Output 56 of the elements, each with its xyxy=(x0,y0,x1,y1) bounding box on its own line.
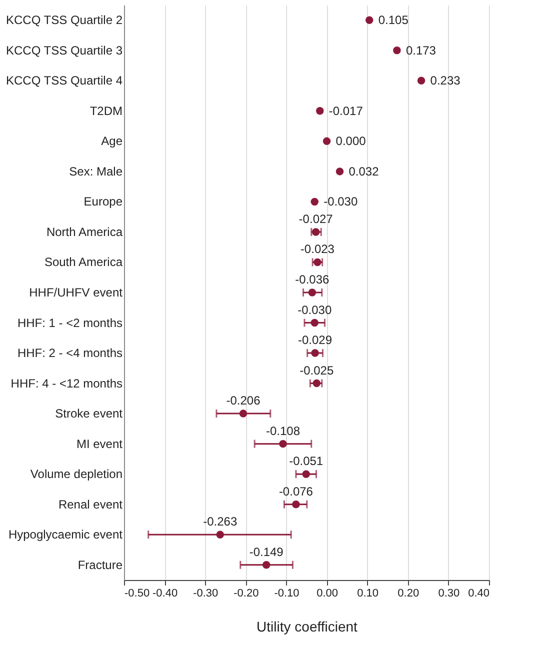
data-label: -0.027 xyxy=(298,212,334,226)
y-tick-label: HHF/UHFV event xyxy=(29,286,124,300)
data-label: -0.108 xyxy=(266,424,300,438)
data-label: -0.076 xyxy=(278,484,314,498)
x-tick-label: -0.30 xyxy=(193,588,218,600)
data-label: 0.233 xyxy=(430,74,461,88)
y-tick-label: Sex: Male xyxy=(69,164,123,178)
y-tick-label: KCCQ TSS Quartile 3 xyxy=(6,43,123,58)
data-label: -0.036 xyxy=(295,272,330,286)
x-tick-label: -0.20 xyxy=(234,588,259,600)
data-label: -0.149 xyxy=(249,544,284,559)
data-label: 0.105 xyxy=(378,13,409,28)
y-tick-label: T2DM xyxy=(90,104,122,118)
y-tick-label: Fracture xyxy=(78,558,123,572)
point xyxy=(365,16,374,24)
x-tick-label: 0.00 xyxy=(316,588,338,600)
y-tick-label: North America xyxy=(46,224,123,239)
data-label: 0.173 xyxy=(406,43,436,58)
point xyxy=(316,107,324,115)
y-tick-label: Renal event xyxy=(58,497,124,512)
y-tick-label: KCCQ TSS Quartile 4 xyxy=(6,74,123,88)
point xyxy=(393,46,401,54)
data-label: -0.023 xyxy=(300,242,335,256)
point xyxy=(417,76,426,85)
y-tick-label: Hypoglycaemic event xyxy=(8,528,124,542)
data-label: -0.025 xyxy=(300,363,334,378)
y-tick-label: HHF: 1 - <2 months xyxy=(17,316,122,330)
x-tick-label: 0.10 xyxy=(357,588,379,600)
data-label: -0.017 xyxy=(328,104,364,118)
y-tick-label: Volume depletion xyxy=(30,467,122,482)
point xyxy=(310,198,318,206)
data-label: 0.000 xyxy=(336,134,366,148)
y-tick-label: MI event xyxy=(76,436,124,451)
data-label: 0.032 xyxy=(348,164,380,178)
data-label: -0.030 xyxy=(298,302,332,317)
x-tick-label: -0.50 xyxy=(124,588,150,600)
data-label: -0.263 xyxy=(203,514,238,529)
point xyxy=(322,137,331,146)
data-label: -0.030 xyxy=(324,194,358,209)
x-tick-label: 0.20 xyxy=(398,588,420,600)
data-label: -0.206 xyxy=(226,394,261,408)
x-axis-title: Utility coefficient xyxy=(256,618,358,634)
y-tick-label: Europe xyxy=(84,194,123,209)
y-tick-label: Stroke event xyxy=(55,406,124,421)
x-tick-label: 0.30 xyxy=(438,588,460,600)
x-tick-label: 0.40 xyxy=(468,588,490,600)
y-tick-label: HHF: 2 - <4 months xyxy=(17,346,122,360)
y-tick-label: Age xyxy=(101,134,123,148)
y-tick-label: South America xyxy=(44,255,123,270)
x-tick-label: -0.40 xyxy=(152,588,178,600)
data-label: -0.051 xyxy=(289,454,324,468)
x-tick-label: -0.10 xyxy=(274,588,300,600)
y-tick-label: HHF: 4 - <12 months xyxy=(10,376,122,390)
point xyxy=(336,168,344,176)
y-tick-label: KCCQ TSS Quartile 2 xyxy=(6,13,123,28)
data-label: -0.029 xyxy=(298,333,332,348)
